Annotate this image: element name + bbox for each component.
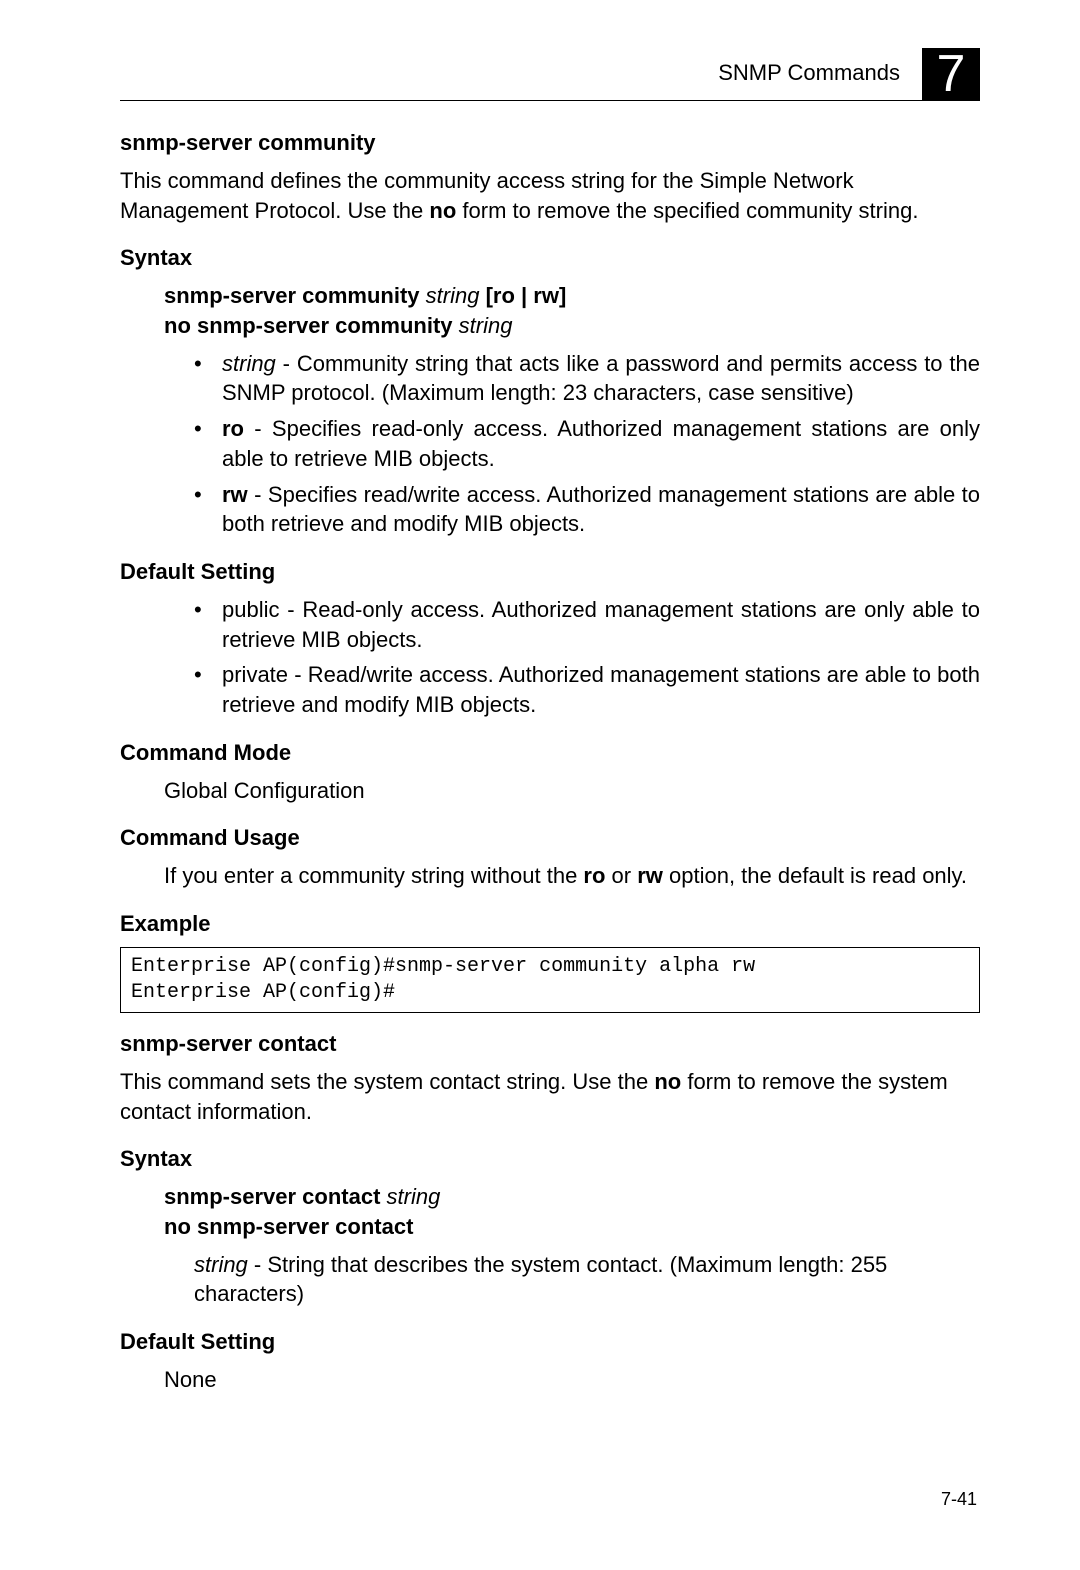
page-number: 7-41: [941, 1489, 977, 1510]
example-code-1: Enterprise AP(config)#snmp-server commun…: [120, 947, 980, 1013]
chapter-number-box: 7: [922, 48, 980, 100]
section-heading-community: snmp-server community: [120, 130, 980, 156]
mode-heading-1: Command Mode: [120, 740, 980, 766]
syntax-bullet-ro: ro - Specifies read-only access. Authori…: [194, 414, 980, 473]
header-title: SNMP Commands: [718, 60, 900, 86]
syntax-bullet-string: string - Community string that acts like…: [194, 349, 980, 408]
default-heading-1: Default Setting: [120, 559, 980, 585]
syntax-block-2: snmp-server contact string no snmp-serve…: [164, 1182, 980, 1241]
default-bullet-private: private - Read/write access. Authorized …: [194, 660, 980, 719]
page-header: SNMP Commands 7: [120, 50, 980, 108]
default-text-2: None: [164, 1365, 980, 1395]
usage-text-1: If you enter a community string without …: [164, 861, 980, 891]
header-rule: [120, 100, 980, 101]
usage-heading-1: Command Usage: [120, 825, 980, 851]
section1-intro: This command defines the community acces…: [120, 166, 980, 225]
syntax-bullets-1: string - Community string that acts like…: [194, 349, 980, 539]
syntax-heading-2: Syntax: [120, 1146, 980, 1172]
syntax-heading-1: Syntax: [120, 245, 980, 271]
default-heading-2: Default Setting: [120, 1329, 980, 1355]
syntax-param-2: string - String that describes the syste…: [194, 1250, 980, 1309]
default-bullets-1: public - Read-only access. Authorized ma…: [194, 595, 980, 720]
default-bullet-public: public - Read-only access. Authorized ma…: [194, 595, 980, 654]
section2-intro: This command sets the system contact str…: [120, 1067, 980, 1126]
example-heading-1: Example: [120, 911, 980, 937]
page-content: SNMP Commands 7 snmp-server community Th…: [0, 0, 1080, 1395]
syntax-block-1: snmp-server community string [ro | rw] n…: [164, 281, 980, 340]
syntax-bullet-rw: rw - Specifies read/write access. Author…: [194, 480, 980, 539]
mode-text-1: Global Configuration: [164, 776, 980, 806]
section-heading-contact: snmp-server contact: [120, 1031, 980, 1057]
